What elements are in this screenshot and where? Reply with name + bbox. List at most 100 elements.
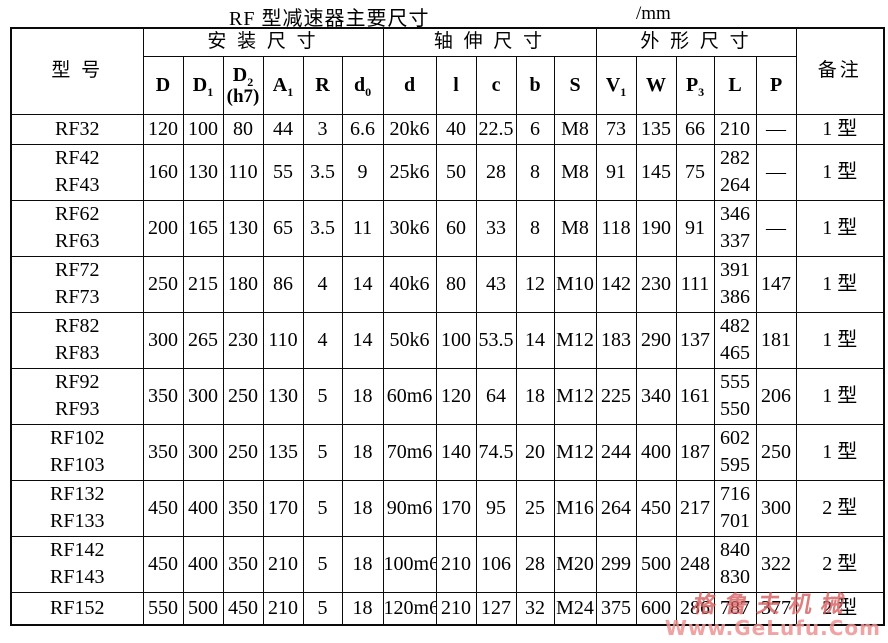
col-header-l: l	[435, 55, 477, 115]
cell-P3: 137	[675, 311, 715, 369]
col-header-P3: P3	[675, 55, 715, 115]
cell-remark: 2 型	[795, 591, 885, 626]
table-row: RF32 120 100 80 44 3 6.6 20k6 40 22.5 6 M8 73 135 66 21…	[10, 113, 885, 145]
cell-D1: 215	[182, 255, 224, 313]
cell-V1: 264	[595, 479, 637, 537]
cell-D1: 400	[182, 535, 224, 593]
cell-b: 12	[515, 255, 555, 313]
cell-A1: 170	[262, 479, 304, 537]
cell-W: 500	[635, 535, 677, 593]
cell-b: 25	[515, 479, 555, 537]
cell-D1: 400	[182, 479, 224, 537]
cell-D: 160	[142, 143, 184, 201]
table-header: 型 号 安 装 尺 寸 轴 伸 尺 寸 外 形 尺 寸 备注 D D1 D2 (h7)…	[10, 27, 885, 115]
cell-P3: 217	[675, 479, 715, 537]
cell-L: 482 465	[713, 311, 757, 369]
table-row: RF92 RF93 350 300 250 130 5 18 60m6 120 64 18 M12 225…	[10, 367, 885, 425]
cell-d0: 9	[341, 143, 384, 201]
cell-A1: 210	[262, 591, 304, 626]
cell-P3: 75	[675, 143, 715, 201]
cell-R: 5	[302, 367, 343, 425]
cell-D: 350	[142, 423, 184, 481]
cell-D: 120	[142, 113, 184, 145]
model-column-header: 型 号	[10, 27, 144, 115]
cell-S: M8	[553, 113, 597, 145]
cell-d0: 11	[341, 199, 384, 257]
cell-l: 50	[435, 143, 477, 201]
cell-d: 60m6	[382, 367, 437, 425]
cell-D: 350	[142, 367, 184, 425]
cell-D1: 100	[182, 113, 224, 145]
table-body: RF32 120 100 80 44 3 6.6 20k6 40 22.5 6 M8 73 135 66 21…	[10, 113, 885, 626]
cell-A1: 130	[262, 367, 304, 425]
cell-R: 5	[302, 591, 343, 626]
cell-S: M12	[553, 367, 597, 425]
cell-W: 600	[635, 591, 677, 626]
col-header-R: R	[302, 55, 343, 115]
cell-V1: 299	[595, 535, 637, 593]
cell-b: 32	[515, 591, 555, 626]
col-header-d: d	[382, 55, 437, 115]
cell-W: 400	[635, 423, 677, 481]
cell-model: RF132 RF133	[10, 479, 144, 537]
table-row: RF132 RF133 450 400 350 170 5 18 90m6 170 95 25 M16 2…	[10, 479, 885, 537]
col-header-L: L	[713, 55, 757, 115]
cell-model: RF82 RF83	[10, 311, 144, 369]
table-row: RF82 RF83 300 265 230 110 4 14 50k6 100 53.5 14 M12 1…	[10, 311, 885, 369]
cell-P3: 66	[675, 113, 715, 145]
cell-P: —	[755, 199, 797, 257]
cell-V1: 244	[595, 423, 637, 481]
cell-D2h7: 350	[222, 479, 264, 537]
cell-S: M8	[553, 199, 597, 257]
cell-D2h7: 250	[222, 367, 264, 425]
cell-b: 20	[515, 423, 555, 481]
cell-c: 53.5	[475, 311, 517, 369]
cell-W: 340	[635, 367, 677, 425]
cell-d: 50k6	[382, 311, 437, 369]
page-title: RF 型减速器主要尺寸	[229, 8, 430, 30]
cell-S: M16	[553, 479, 597, 537]
cell-d0: 6.6	[341, 113, 384, 145]
cell-d: 40k6	[382, 255, 437, 313]
cell-d: 25k6	[382, 143, 437, 201]
cell-model: RF72 RF73	[10, 255, 144, 313]
cell-V1: 142	[595, 255, 637, 313]
cell-R: 5	[302, 535, 343, 593]
col-header-b: b	[515, 55, 555, 115]
group-header-install: 安 装 尺 寸	[142, 27, 384, 57]
cell-A1: 65	[262, 199, 304, 257]
cell-d: 100m6	[382, 535, 437, 593]
cell-model: RF152	[10, 591, 144, 626]
cell-P3: 248	[675, 535, 715, 593]
cell-W: 450	[635, 479, 677, 537]
cell-l: 60	[435, 199, 477, 257]
cell-c: 43	[475, 255, 517, 313]
cell-D1: 130	[182, 143, 224, 201]
cell-R: 4	[302, 311, 343, 369]
group-header-outline: 外 形 尺 寸	[595, 27, 797, 57]
cell-c: 127	[475, 591, 517, 626]
cell-c: 28	[475, 143, 517, 201]
cell-model: RF32	[10, 113, 144, 145]
cell-W: 230	[635, 255, 677, 313]
cell-d: 20k6	[382, 113, 437, 145]
cell-L: 787	[713, 591, 757, 626]
cell-model: RF92 RF93	[10, 367, 144, 425]
cell-S: M8	[553, 143, 597, 201]
col-header-D: D	[142, 55, 184, 115]
cell-L: 555 550	[713, 367, 757, 425]
cell-b: 8	[515, 199, 555, 257]
cell-S: M12	[553, 423, 597, 481]
cell-D1: 265	[182, 311, 224, 369]
cell-P: 300	[755, 479, 797, 537]
cell-D: 300	[142, 311, 184, 369]
cell-remark: 1 型	[795, 199, 885, 257]
cell-l: 100	[435, 311, 477, 369]
cell-d: 120m6	[382, 591, 437, 626]
cell-R: 3.5	[302, 199, 343, 257]
cell-d0: 18	[341, 479, 384, 537]
cell-l: 120	[435, 367, 477, 425]
cell-A1: 135	[262, 423, 304, 481]
cell-V1: 375	[595, 591, 637, 626]
cell-l: 80	[435, 255, 477, 313]
